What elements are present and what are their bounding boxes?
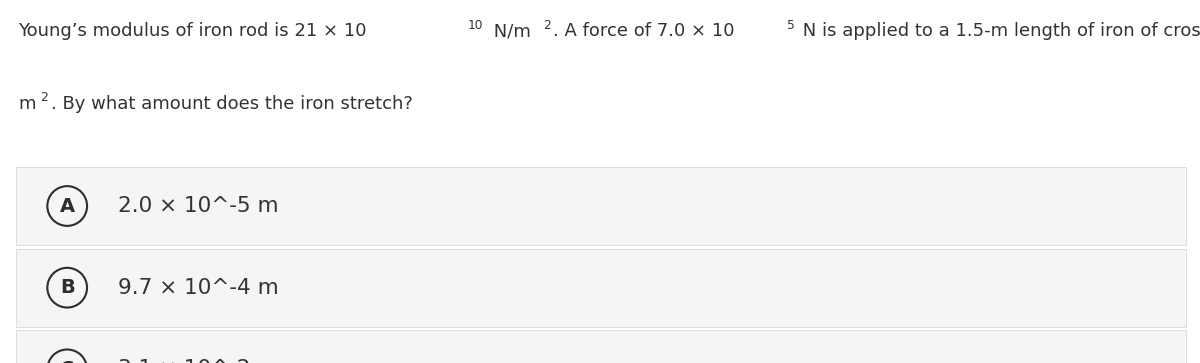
Text: B: B <box>60 278 74 297</box>
Point <box>58 203 77 209</box>
Text: m: m <box>18 95 36 113</box>
Text: 2.0 × 10^-5 m: 2.0 × 10^-5 m <box>118 196 278 216</box>
Text: 2: 2 <box>544 19 551 32</box>
Text: . By what amount does the iron stretch?: . By what amount does the iron stretch? <box>50 95 413 113</box>
Text: N is applied to a 1.5-m length of iron of cross sectional area 0.25: N is applied to a 1.5-m length of iron o… <box>797 22 1200 40</box>
Text: 2: 2 <box>41 91 48 105</box>
Text: 3.1 × 10^-2 m: 3.1 × 10^-2 m <box>118 359 278 363</box>
Text: N/m: N/m <box>487 22 530 40</box>
FancyBboxPatch shape <box>16 330 1186 363</box>
Text: Young’s modulus of iron rod is 21 × 10: Young’s modulus of iron rod is 21 × 10 <box>18 22 366 40</box>
FancyBboxPatch shape <box>16 249 1186 327</box>
Text: A: A <box>60 196 74 216</box>
Text: 9.7 × 10^-4 m: 9.7 × 10^-4 m <box>118 278 278 298</box>
Text: . A force of 7.0 × 10: . A force of 7.0 × 10 <box>553 22 734 40</box>
Text: 10: 10 <box>468 19 484 32</box>
Text: C: C <box>60 360 74 363</box>
FancyBboxPatch shape <box>16 167 1186 245</box>
Text: 5: 5 <box>787 19 796 32</box>
Point <box>58 285 77 290</box>
